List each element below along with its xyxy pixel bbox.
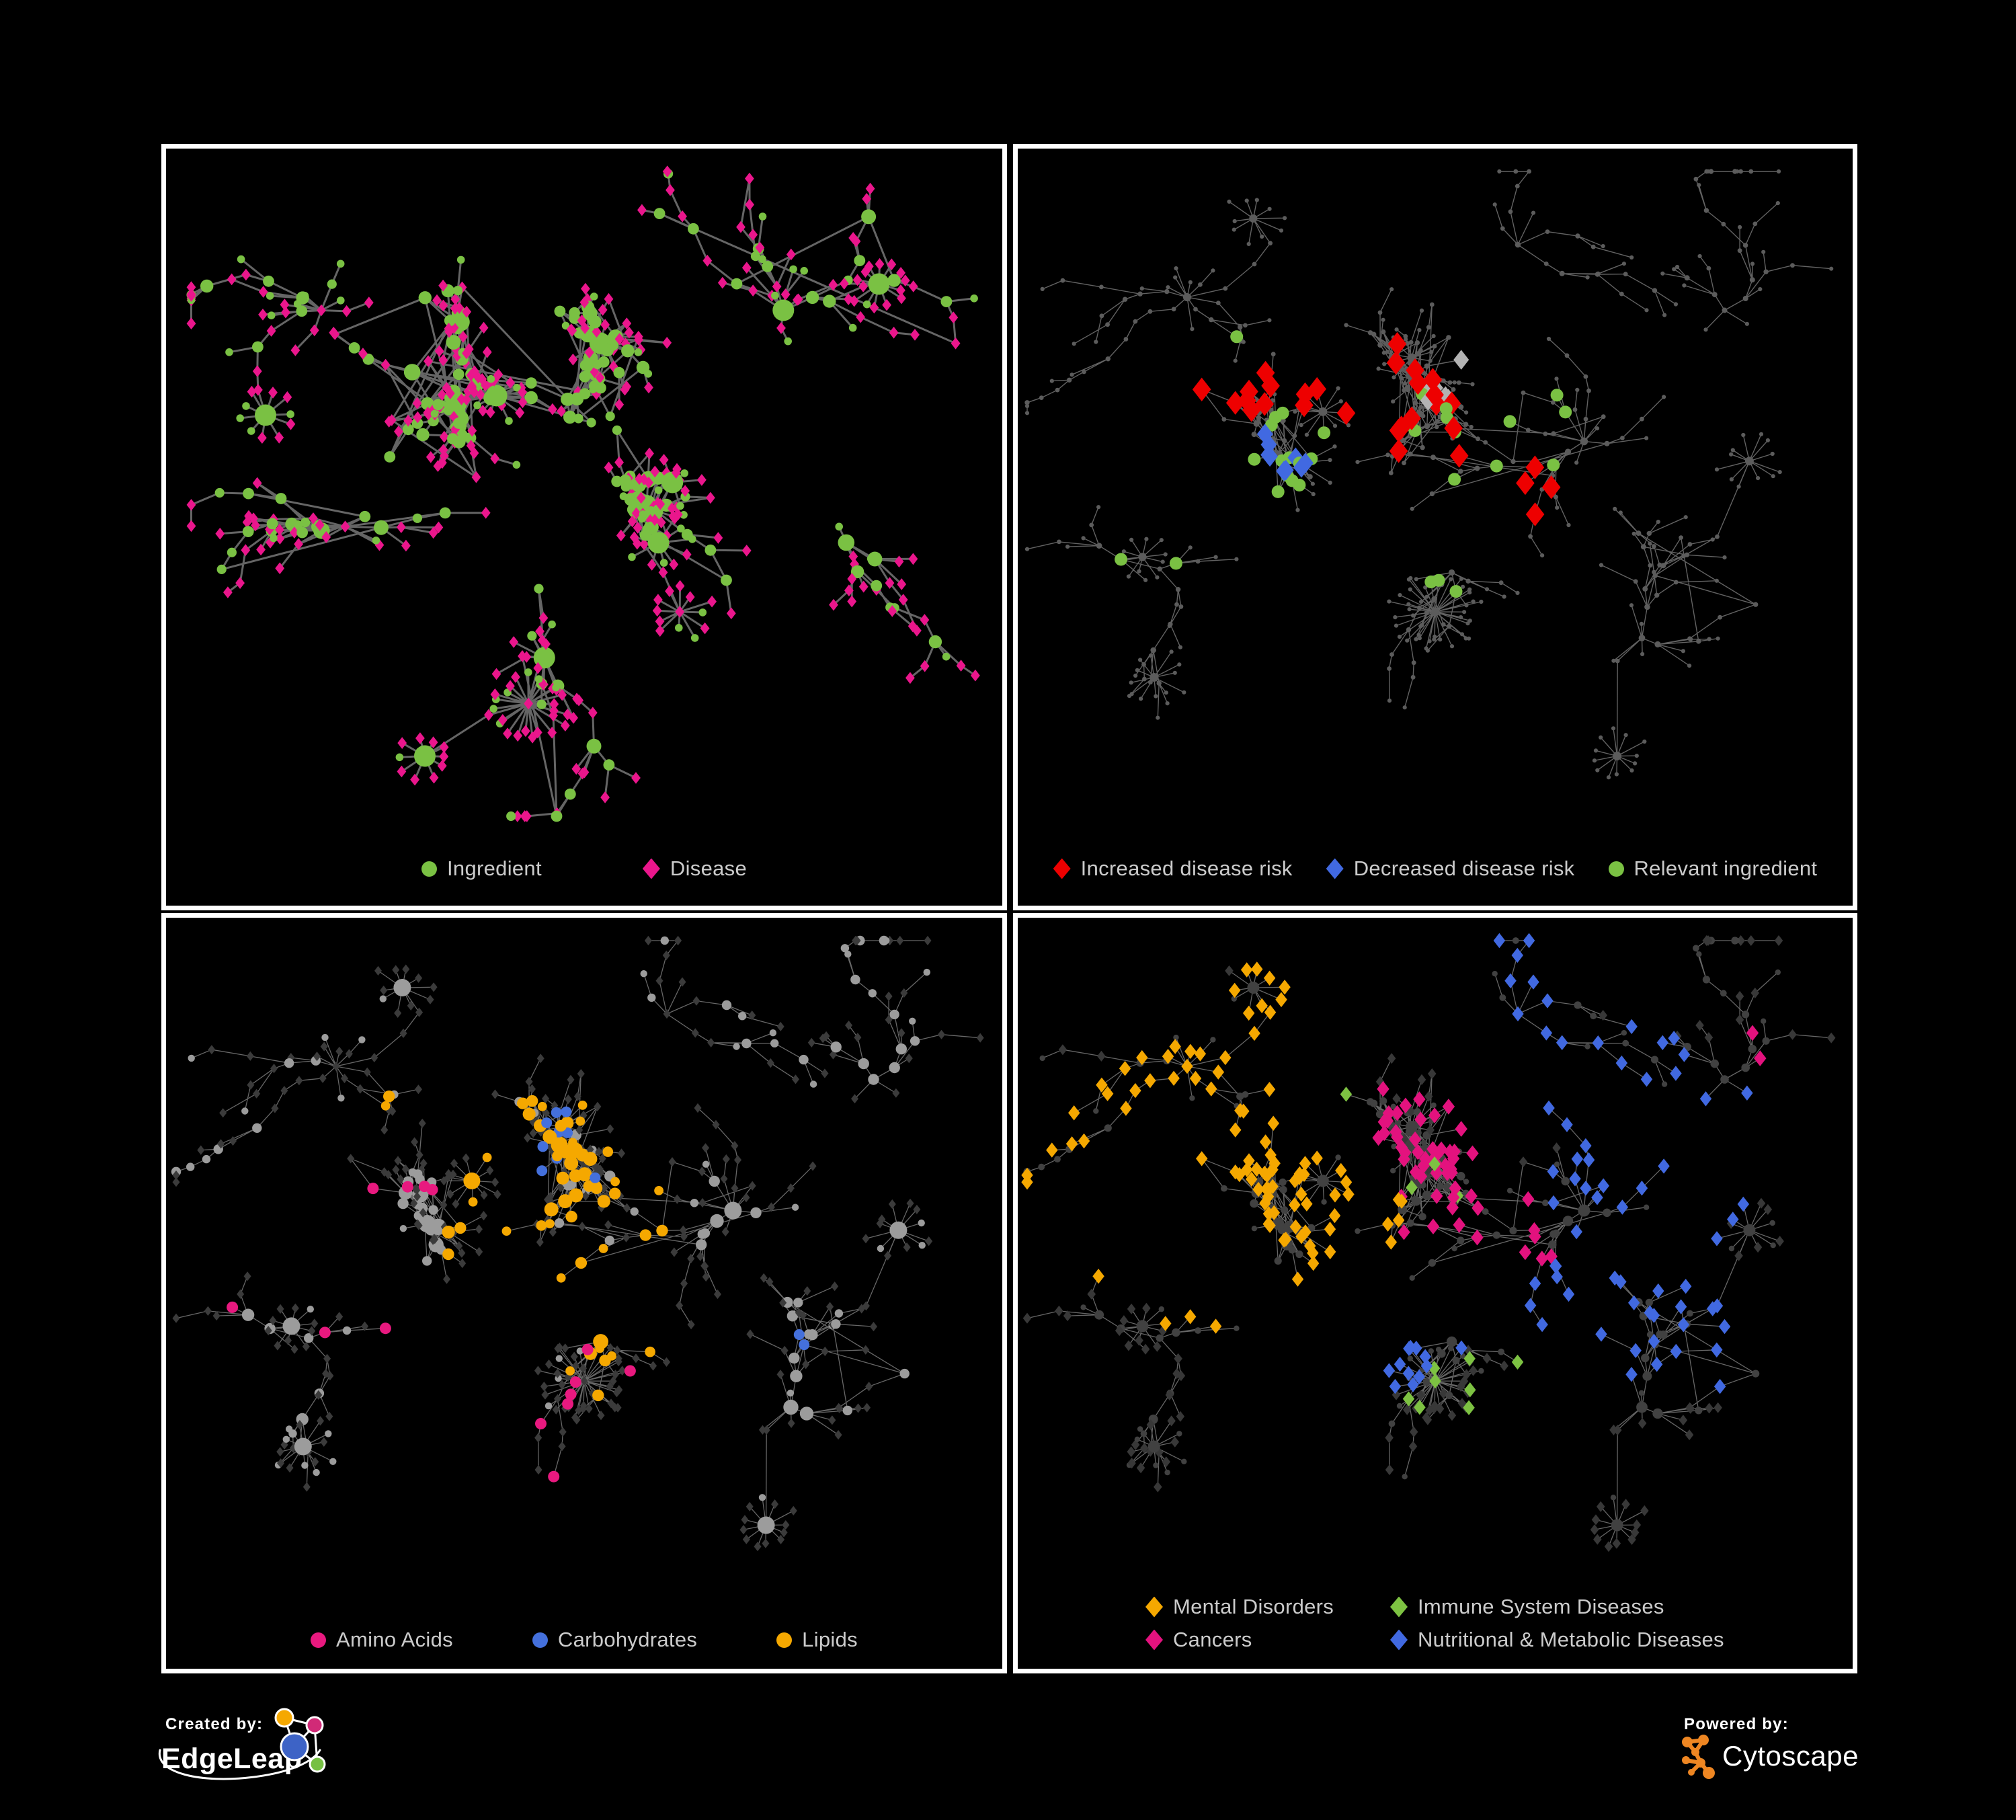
diamond-swatch bbox=[1390, 1629, 1408, 1651]
legend-label: Increased disease risk bbox=[1080, 857, 1293, 880]
network-graph-disease-class bbox=[1021, 933, 1836, 1552]
legend-label: Lipids bbox=[802, 1628, 858, 1651]
circle-swatch bbox=[421, 861, 437, 877]
legend-label: Decreased disease risk bbox=[1353, 857, 1575, 880]
legend-label: Immune System Diseases bbox=[1418, 1595, 1664, 1618]
edgeleap-logo-text: EdgeLeap bbox=[161, 1743, 303, 1775]
cytoscape-logo-text: Cytoscape bbox=[1722, 1740, 1859, 1772]
legend-label: Cancers bbox=[1173, 1628, 1252, 1651]
edgeleap-swoosh bbox=[158, 1749, 321, 1780]
legend-item: Cancers bbox=[1145, 1628, 1252, 1652]
legend-label: Mental Disorders bbox=[1173, 1595, 1334, 1618]
legend-item: Disease bbox=[642, 857, 747, 881]
legend-ingredient-class: Amino Acids Carbohydrates Lipids bbox=[166, 1628, 1002, 1652]
legend-item: Carbohydrates bbox=[532, 1628, 697, 1652]
circle-swatch bbox=[776, 1632, 793, 1648]
legend-item: Relevant ingredient bbox=[1608, 857, 1818, 881]
legend-item: Mental Disorders bbox=[1145, 1595, 1334, 1619]
circle-swatch bbox=[311, 1632, 327, 1648]
diamond-swatch bbox=[642, 858, 660, 879]
created-by-label: Created by: bbox=[165, 1715, 264, 1733]
legend-item: Ingredient bbox=[421, 857, 542, 881]
panel-disease-class-network: Mental Disorders Immune System Diseases … bbox=[1013, 913, 1857, 1673]
diamond-swatch bbox=[1145, 1596, 1163, 1618]
powered-by-label: Powered by: bbox=[1684, 1715, 1789, 1733]
panel-disease-risk-network: Increased disease risk Decreased disease… bbox=[1013, 144, 1857, 910]
legend-label: Ingredient bbox=[447, 857, 542, 880]
panel-ingredient-disease-network: Ingredient Disease bbox=[161, 144, 1007, 910]
legend-item: Nutritional & Metabolic Diseases bbox=[1390, 1628, 1724, 1652]
diamond-swatch bbox=[1053, 858, 1071, 879]
legend-ingredient-disease: Ingredient Disease bbox=[166, 857, 1002, 881]
cytoscape-logo-icon bbox=[1682, 1735, 1715, 1779]
legend-label: Relevant ingredient bbox=[1634, 857, 1818, 880]
legend-item: Amino Acids bbox=[311, 1628, 453, 1652]
legend-disease-class: Mental Disorders Immune System Diseases … bbox=[1145, 1595, 1724, 1652]
edgeleap-logo-icon bbox=[274, 1708, 326, 1773]
circle-swatch bbox=[1608, 861, 1624, 877]
legend-disease-risk: Increased disease risk Decreased disease… bbox=[1018, 857, 1853, 881]
legend-item: Decreased disease risk bbox=[1326, 857, 1575, 881]
network-graph-disease-risk bbox=[1024, 169, 1834, 780]
legend-label: Carbohydrates bbox=[557, 1628, 698, 1651]
diamond-swatch bbox=[1326, 858, 1344, 879]
network-graph-ingredient-disease bbox=[186, 165, 980, 822]
circle-swatch bbox=[532, 1632, 548, 1648]
legend-label: Amino Acids bbox=[336, 1628, 453, 1651]
legend-item: Lipids bbox=[776, 1628, 858, 1652]
legend-label: Nutritional & Metabolic Diseases bbox=[1418, 1628, 1724, 1651]
legend-item: Immune System Diseases bbox=[1390, 1595, 1664, 1619]
legend-item: Increased disease risk bbox=[1053, 857, 1293, 881]
diamond-swatch bbox=[1390, 1596, 1408, 1618]
diamond-swatch bbox=[1145, 1629, 1163, 1651]
network-graph-ingredient-class bbox=[171, 935, 984, 1552]
panel-ingredient-class-network: Amino Acids Carbohydrates Lipids bbox=[161, 913, 1007, 1673]
legend-label: Disease bbox=[670, 857, 747, 880]
